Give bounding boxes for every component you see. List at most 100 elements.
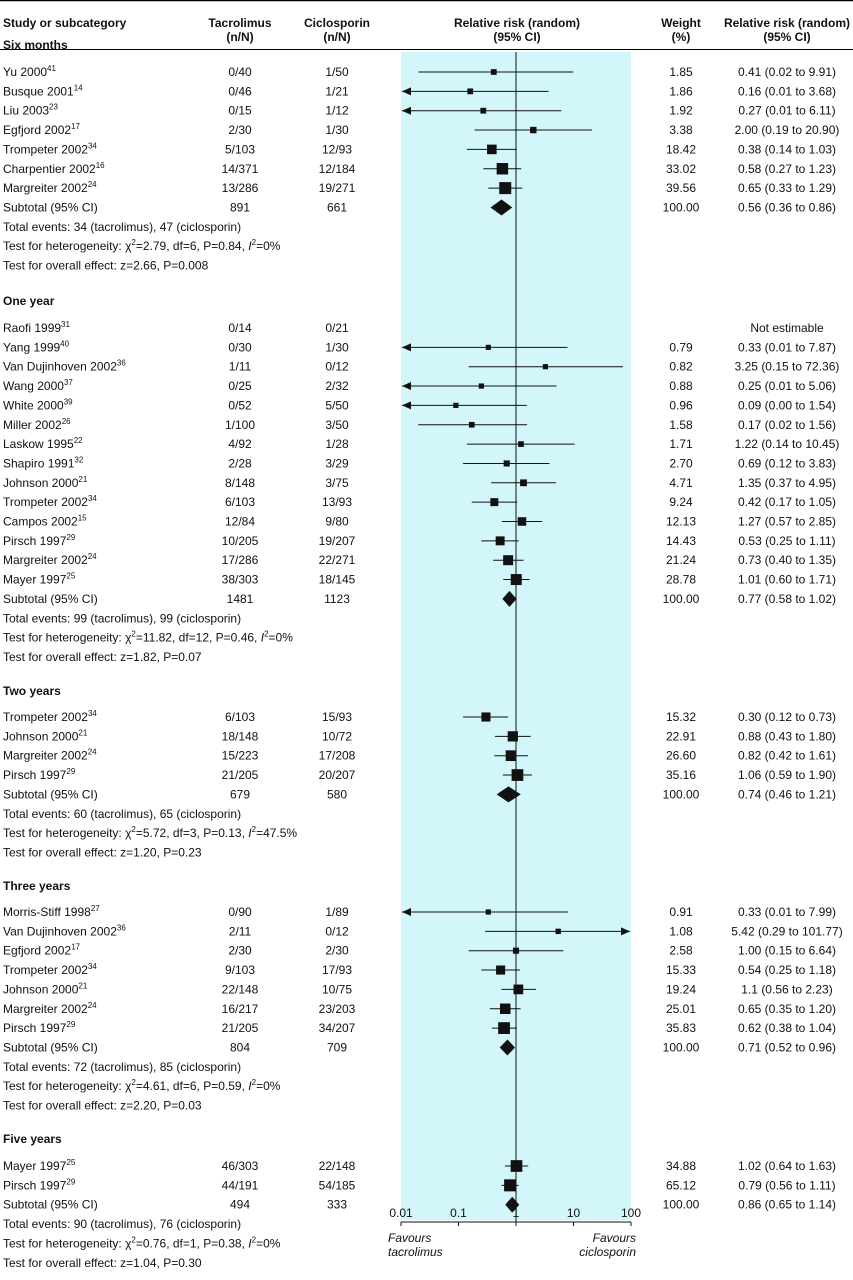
point-estimate xyxy=(496,965,506,975)
ciclosporin-events: 3/29 xyxy=(325,456,349,470)
tacrolimus-events: 0/46 xyxy=(228,84,252,98)
heterogeneity-chi: Test for heterogeneity: χ xyxy=(3,239,132,253)
tacrolimus-events: 6/103 xyxy=(225,710,255,724)
study-name-text: Margreiter 2002 xyxy=(3,749,88,763)
study-reference: 14 xyxy=(74,83,83,92)
relative-risk-text: Not estimable xyxy=(750,321,824,335)
weight-value: 1.58 xyxy=(669,418,693,432)
heterogeneity-stats: =0.76, df=1, P=0.38, xyxy=(136,1236,248,1250)
study-name: Pirsch 199729 xyxy=(3,767,76,782)
ciclosporin-events: 1/28 xyxy=(325,437,349,451)
overall-effect-test: Test for overall effect: z=1.04, P=0.30 xyxy=(3,1256,202,1270)
study-name-text: Wang 2000 xyxy=(3,379,64,393)
point-estimate xyxy=(517,517,527,526)
subtotal-label: Subtotal (95% CI) xyxy=(3,200,98,214)
ciclosporin-events: 1/30 xyxy=(325,123,349,137)
weight-value: 0.82 xyxy=(669,360,693,374)
i-squared-value: =47.5% xyxy=(256,826,297,840)
study-name: Margreiter 200224 xyxy=(3,552,97,567)
weight-value: 4.71 xyxy=(669,476,693,490)
ciclosporin-events: 15/93 xyxy=(322,710,352,724)
header-rr-text: Relative risk (random) xyxy=(724,16,850,30)
point-estimate xyxy=(467,88,474,95)
ciclosporin-events: 23/203 xyxy=(319,1002,356,1016)
study-name: Shapiro 199132 xyxy=(3,455,84,470)
relative-risk-text: 0.16 (0.01 to 3.68) xyxy=(738,84,836,98)
tacrolimus-events: 0/30 xyxy=(228,340,252,354)
subtotal-label: Subtotal (95% CI) xyxy=(3,1198,98,1212)
study-name: Egfjord 200217 xyxy=(3,943,81,958)
subtotal-relative-risk-text: 0.86 (0.65 to 1.14) xyxy=(738,1198,836,1212)
relative-risk-text: 0.82 (0.42 to 1.61) xyxy=(738,749,836,763)
i-squared-symbol: I xyxy=(248,239,252,253)
study-name: Margreiter 200224 xyxy=(3,180,97,195)
relative-risk-text: 0.69 (0.12 to 3.83) xyxy=(738,456,836,470)
subtotal-diamond xyxy=(505,1196,520,1213)
study-reference: 17 xyxy=(71,122,80,131)
relative-risk-text: 0.33 (0.01 to 7.99) xyxy=(738,905,836,919)
study-reference: 24 xyxy=(88,1001,97,1010)
weight-value: 33.02 xyxy=(666,162,696,176)
subgroup-title: One year xyxy=(3,294,55,308)
study-name: Miller 200226 xyxy=(3,417,71,432)
study-reference: 23 xyxy=(49,103,58,112)
study-name-text: Margreiter 2002 xyxy=(3,1002,88,1016)
relative-risk-text: 0.65 (0.33 to 1.29) xyxy=(738,181,836,195)
i-squared-value: =0% xyxy=(269,631,294,645)
ciclosporin-events: 1/21 xyxy=(325,84,349,98)
relative-risk-text: 1.1 (0.56 to 2.23) xyxy=(741,982,832,996)
ciclosporin-events: 34/207 xyxy=(319,1021,356,1035)
study-name: Margreiter 200224 xyxy=(3,1001,97,1016)
point-estimate xyxy=(485,344,491,350)
x-tick-label: 10 xyxy=(567,1206,581,1220)
study-name-text: Charpentier 2002 xyxy=(3,162,96,176)
weight-value: 0.79 xyxy=(669,340,693,354)
study-name-text: Van Dujinhoven 2002 xyxy=(3,924,117,938)
overall-effect-test: Test for overall effect: z=1.82, P=0.07 xyxy=(3,650,202,664)
relative-risk-text: 0.17 (0.02 to 1.56) xyxy=(738,418,836,432)
study-name: Trompeter 200234 xyxy=(3,494,97,509)
study-name: Trompeter 200234 xyxy=(3,141,97,156)
tacrolimus-events: 2/30 xyxy=(228,944,252,958)
tacrolimus-events: 17/286 xyxy=(222,553,259,567)
header-rr-text-ci: (95% CI) xyxy=(763,30,810,44)
weight-value: 1.71 xyxy=(669,437,693,451)
total-events: Total events: 60 (tacrolimus), 65 (ciclo… xyxy=(3,807,241,821)
relative-risk-text: 1.01 (0.60 to 1.71) xyxy=(738,573,836,587)
subtotal-label: Subtotal (95% CI) xyxy=(3,787,98,801)
study-name: Liu 200323 xyxy=(3,103,58,118)
weight-value: 9.24 xyxy=(669,495,693,509)
point-estimate xyxy=(499,1003,511,1015)
study-name: Margreiter 200224 xyxy=(3,748,97,763)
subgroup-title: Two years xyxy=(3,684,61,698)
superscript: 2 xyxy=(252,1235,257,1244)
relative-risk-text: 1.35 (0.37 to 4.95) xyxy=(738,476,836,490)
study-reference: 17 xyxy=(71,943,80,952)
study-name: Mayer 199725 xyxy=(3,572,76,587)
ciclosporin-events: 54/185 xyxy=(319,1178,356,1192)
subtotal-weight: 100.00 xyxy=(663,200,700,214)
tacrolimus-events: 0/40 xyxy=(228,65,252,79)
study-reference: 24 xyxy=(88,748,97,757)
ciclosporin-events: 2/30 xyxy=(325,944,349,958)
header-relative-risk: Relative risk (random) xyxy=(454,16,580,30)
study-name: Van Dujinhoven 200236 xyxy=(3,359,126,374)
study-name-text: Campos 2002 xyxy=(3,515,78,529)
relative-risk-text: 2.00 (0.19 to 20.90) xyxy=(735,123,840,137)
heterogeneity-test: Test for heterogeneity: χ2=5.72, df=3, P… xyxy=(3,825,297,840)
study-name-text: Laskow 1995 xyxy=(3,437,74,451)
ci-arrow-right xyxy=(621,927,630,936)
total-events: Total events: 99 (tacrolimus), 99 (ciclo… xyxy=(3,611,241,625)
weight-value: 0.96 xyxy=(669,398,693,412)
relative-risk-text: 5.42 (0.29 to 101.77) xyxy=(731,924,842,938)
tacrolimus-events: 22/148 xyxy=(222,982,259,996)
study-reference: 21 xyxy=(78,981,87,990)
point-estimate xyxy=(513,984,524,995)
study-name: Laskow 199522 xyxy=(3,436,83,451)
x-tick-label: 0.1 xyxy=(450,1206,467,1220)
i-squared-symbol: I xyxy=(248,1079,252,1093)
weight-value: 2.70 xyxy=(669,456,693,470)
favours-left-label: Favours xyxy=(388,1231,431,1245)
tacrolimus-events: 44/191 xyxy=(222,1178,259,1192)
superscript: 2 xyxy=(252,1078,257,1087)
